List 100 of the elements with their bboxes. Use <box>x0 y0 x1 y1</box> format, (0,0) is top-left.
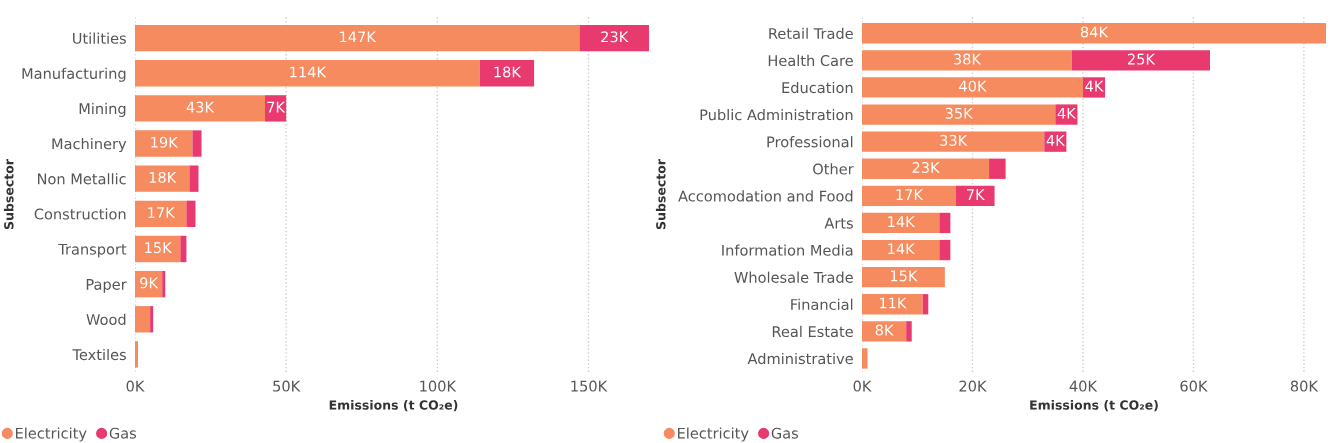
bar <box>862 239 940 261</box>
bar <box>135 130 193 157</box>
y-tick-label: Non Metallic <box>38 173 126 185</box>
data-label: 114K <box>290 66 327 78</box>
data-label: 4K <box>1085 80 1104 92</box>
y-tick-label: Textiles <box>72 348 126 361</box>
bar <box>135 341 139 368</box>
bar <box>862 185 956 207</box>
x-tick-label: 20K <box>959 380 987 392</box>
bar <box>862 212 940 234</box>
data-label: 84K <box>1080 26 1109 38</box>
bar <box>955 185 995 207</box>
data-label: 4K <box>1046 135 1066 146</box>
bar <box>135 306 151 333</box>
bar <box>189 165 199 192</box>
bar <box>135 235 181 263</box>
data-label: 18K <box>149 171 177 183</box>
data-label: 23K <box>601 31 629 43</box>
x-tick-label: 50K <box>273 380 301 392</box>
bar <box>135 200 187 228</box>
data-label: 38K <box>954 53 982 65</box>
x-tick-label: 150K <box>571 380 608 392</box>
bar <box>135 60 480 87</box>
y-tick-label: Utilities <box>73 32 126 44</box>
bar <box>862 266 945 288</box>
y-axis-title: Subsector <box>3 159 14 230</box>
bar <box>150 306 154 333</box>
bar <box>862 348 868 369</box>
y-tick-label: Paper <box>86 279 127 293</box>
y-tick-label: Real Estate <box>772 325 853 338</box>
bar <box>862 321 907 342</box>
data-label: 8K <box>875 324 894 336</box>
data-label: 43K <box>186 101 215 113</box>
data-label: 17K <box>148 207 176 218</box>
bar <box>906 321 912 342</box>
legend-label: Gas <box>771 427 799 439</box>
data-label: 14K <box>888 243 916 255</box>
x-tick-label: 40K <box>1069 380 1098 392</box>
bar <box>862 294 923 315</box>
bar <box>862 50 1072 71</box>
y-tick-label: Construction <box>34 208 126 220</box>
legend-label: Electricity <box>16 427 87 442</box>
bar <box>862 104 1056 125</box>
y-tick-label: Administrative <box>747 352 853 365</box>
bar <box>862 131 1045 152</box>
data-label: 19K <box>151 136 179 148</box>
data-label: 17K <box>896 189 924 200</box>
data-label: 9K <box>140 277 159 289</box>
bar <box>192 130 202 157</box>
bar <box>265 95 287 122</box>
bar <box>989 158 1006 179</box>
y-tick-label: Machinery <box>52 137 127 153</box>
data-label: 15K <box>890 270 918 282</box>
bar <box>862 77 1083 98</box>
y-tick-label: Mining <box>79 102 126 117</box>
data-label: 7K <box>267 101 286 113</box>
bar <box>162 270 166 298</box>
y-tick-label: Information Media <box>722 244 853 256</box>
x-tick-label: 0K <box>126 380 145 392</box>
data-label: 11K <box>879 297 907 309</box>
data-label: 25K <box>1127 53 1156 65</box>
data-label: 15K <box>145 242 173 254</box>
y-tick-label: Wholesale Trade <box>734 271 853 283</box>
y-tick-label: Arts <box>824 217 853 229</box>
y-tick-label: Wood <box>86 313 126 326</box>
bar <box>939 239 951 261</box>
y-tick-label: Manufacturing <box>22 67 126 82</box>
y-tick-label: Retail Trade <box>769 27 853 40</box>
x-tick-label: 80K <box>1290 380 1319 392</box>
bar <box>939 212 951 234</box>
bar <box>862 23 1326 44</box>
data-label: 4K <box>1057 107 1077 119</box>
bar <box>186 200 196 228</box>
bar <box>579 24 649 52</box>
data-label: 7K <box>967 189 985 200</box>
bar <box>135 165 190 192</box>
y-tick-label: Professional <box>767 136 853 148</box>
bar <box>135 24 580 52</box>
data-label: 18K <box>494 66 522 78</box>
data-label: 14K <box>888 216 916 227</box>
legend-label: Electricity <box>678 427 749 442</box>
data-label: 23K <box>912 161 940 173</box>
y-tick-label: Public Administration <box>700 109 853 121</box>
x-tick-label: 0K <box>853 380 872 392</box>
legend-label: Gas <box>109 427 137 439</box>
data-label: 35K <box>945 107 974 119</box>
bar <box>479 60 535 87</box>
data-label: 33K <box>940 134 968 146</box>
x-axis-title: Emissions (t CO₂e) <box>329 400 458 412</box>
y-axis-title: Subsector <box>655 159 666 230</box>
bar <box>180 235 187 263</box>
y-tick-label: Transport <box>58 243 127 258</box>
bar <box>1071 50 1210 71</box>
y-tick-label: Financial <box>791 298 853 310</box>
y-tick-label: Other <box>813 163 854 175</box>
y-tick-label: Education <box>782 81 853 94</box>
x-axis-title: Emissions (t CO₂e) <box>1030 400 1158 412</box>
y-tick-label: Health Care <box>768 54 853 67</box>
x-tick-label: 100K <box>420 380 457 392</box>
y-tick-label: Accomodation and Food <box>678 190 853 202</box>
